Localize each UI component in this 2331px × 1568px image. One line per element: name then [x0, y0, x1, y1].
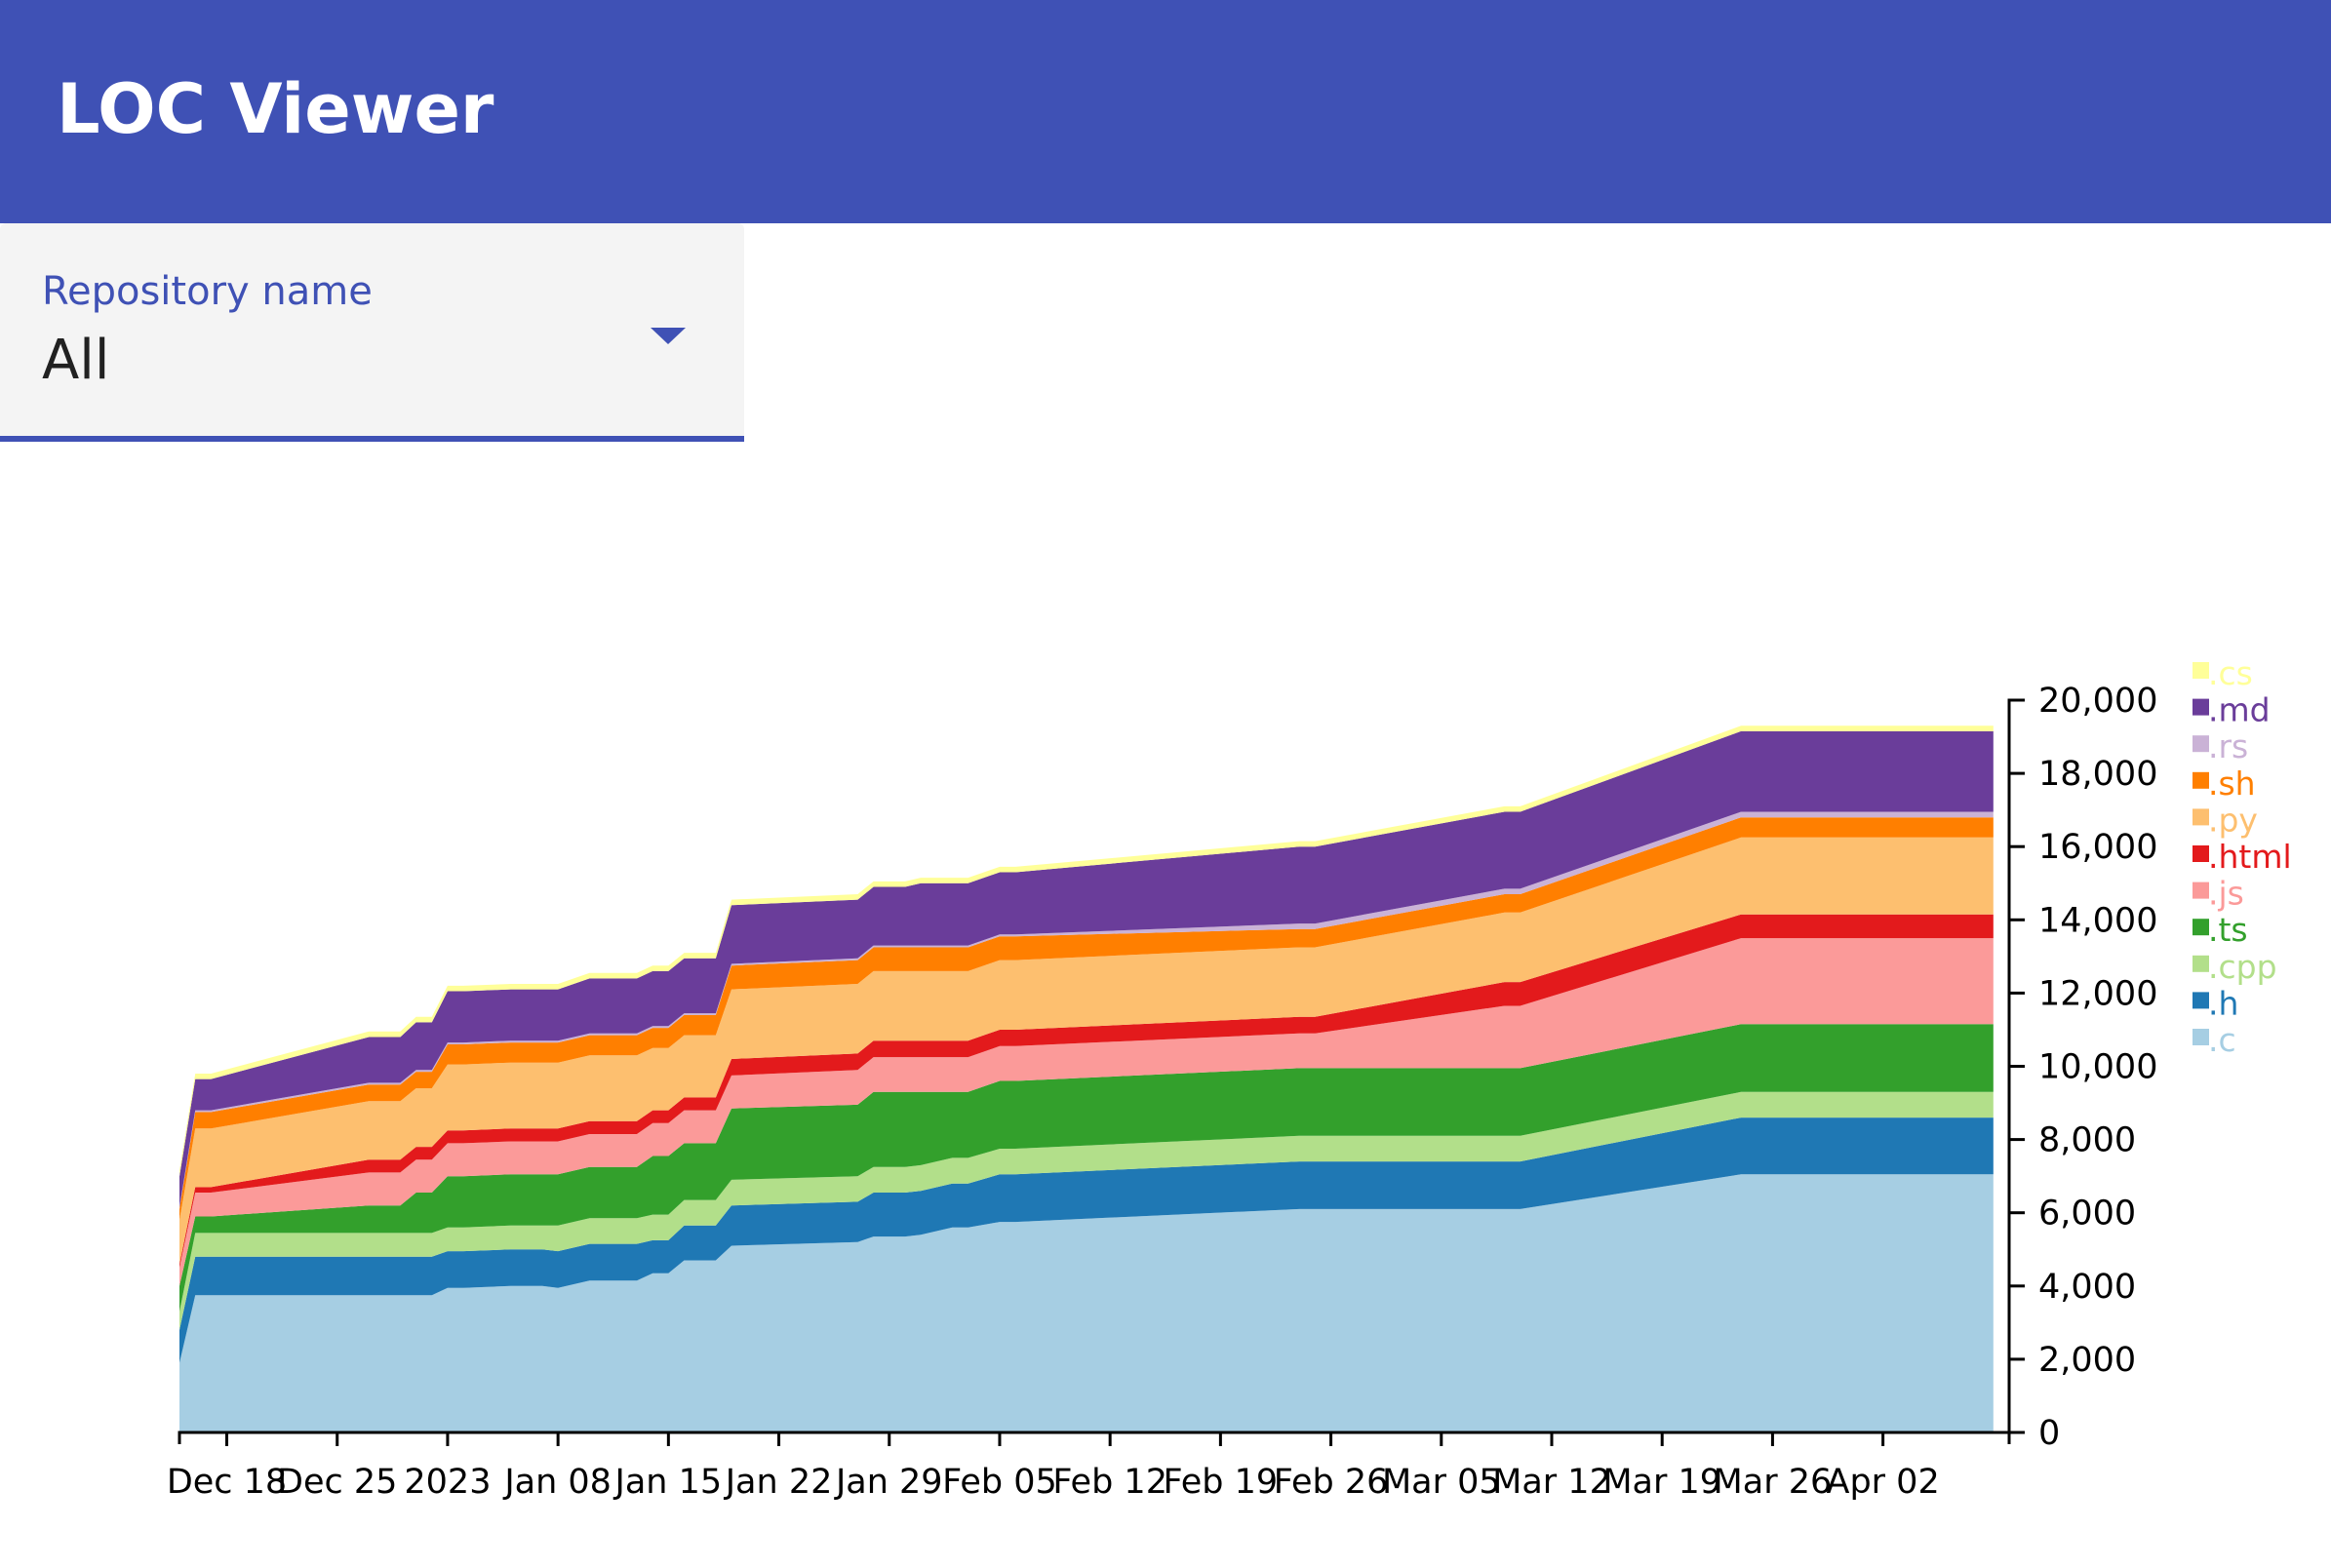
y-tick-label: 14,000 — [2038, 901, 2157, 940]
legend-label: .html — [2208, 838, 2292, 876]
x-tick-label: Jan 29 — [834, 1463, 943, 1502]
app-title: LOC Viewer — [57, 69, 494, 149]
y-axis: 0 2,000 4,000 6,000 8,000 10,000 12,000 14,000 1… — [2007, 682, 2157, 1453]
legend-swatch — [2193, 955, 2209, 972]
app-bar: LOC Viewer — [0, 0, 2331, 223]
x-tick-label: 2023 — [404, 1463, 491, 1502]
x-tick-label: Jan 15 — [613, 1463, 723, 1502]
legend-item-c: .c — [2193, 1021, 2236, 1059]
y-tick-label: 6,000 — [2038, 1195, 2136, 1234]
x-tick-label: Mar 12 — [1492, 1463, 1611, 1502]
area-cpp — [179, 1091, 1994, 1330]
x-tick-label: Mar 05 — [1382, 1463, 1501, 1502]
legend-swatch — [2193, 919, 2209, 936]
legend-item-md: .md — [2193, 691, 2271, 729]
legend-item-sh: .sh — [2193, 764, 2256, 803]
area-py — [179, 837, 1994, 1265]
legend-swatch — [2193, 662, 2209, 679]
legend-item-ts: .ts — [2193, 911, 2248, 949]
y-tick-label: 18,000 — [2038, 755, 2157, 794]
legend-item-cs: .cs — [2193, 654, 2253, 692]
area-js — [179, 938, 1994, 1286]
legend-swatch — [2193, 698, 2209, 716]
dropdown-arrow-icon[interactable] — [651, 328, 686, 344]
area-ts — [179, 1024, 1994, 1313]
legend-item-js: .js — [2193, 875, 2244, 913]
x-tick-label: Jan 22 — [724, 1463, 833, 1502]
legend-swatch — [2193, 771, 2209, 789]
y-tick-label: 10,000 — [2038, 1048, 2157, 1087]
area-h — [179, 1117, 1994, 1363]
x-tick-label: Mar 19 — [1602, 1463, 1721, 1502]
repository-select-label: Repository name — [42, 269, 373, 314]
area-md — [179, 730, 1994, 1208]
legend-swatch — [2193, 845, 2209, 862]
repository-select-value[interactable]: All — [42, 329, 110, 392]
legend-item-cpp: .cpp — [2193, 948, 2277, 986]
legend-label: .js — [2208, 875, 2244, 913]
legend-swatch — [2193, 735, 2209, 753]
legend-label: .h — [2208, 984, 2238, 1022]
legend-label: .cs — [2208, 654, 2253, 692]
x-tick-label: Feb 26 — [1274, 1463, 1389, 1502]
legend-label: .rs — [2208, 727, 2248, 765]
legend-label: .py — [2208, 801, 2258, 839]
y-tick-label: 0 — [2038, 1414, 2060, 1453]
legend-item-h: .h — [2193, 984, 2238, 1022]
y-tick-label: 16,000 — [2038, 828, 2157, 867]
legend-label: .ts — [2208, 911, 2248, 949]
x-tick-label: Feb 19 — [1164, 1463, 1279, 1502]
repository-select[interactable]: Repository name All — [0, 223, 744, 442]
legend-swatch — [2193, 808, 2209, 826]
area-c — [179, 1174, 1994, 1432]
x-tick-label: Feb 12 — [1052, 1463, 1167, 1502]
legend-item-py: .py — [2193, 801, 2258, 839]
y-tick-label: 8,000 — [2038, 1121, 2136, 1160]
legend-label: .md — [2208, 691, 2271, 729]
select-underline — [0, 436, 744, 442]
x-tick-label: Apr 02 — [1827, 1463, 1940, 1502]
chart-areas — [179, 725, 1994, 1432]
legend-swatch — [2193, 992, 2209, 1009]
x-tick-label: Dec 18 — [167, 1463, 287, 1502]
legend-item-rs: .rs — [2193, 727, 2248, 765]
y-tick-label: 4,000 — [2038, 1268, 2136, 1307]
legend-swatch — [2193, 1029, 2209, 1045]
x-tick-label: Mar 26 — [1714, 1463, 1833, 1502]
legend-label: .c — [2208, 1021, 2236, 1059]
y-tick-label: 20,000 — [2038, 682, 2157, 721]
chart-legend: .cs.md.rs.sh.py.html.js.ts.cpp.h.c — [2193, 654, 2292, 1059]
legend-swatch — [2193, 882, 2209, 899]
x-axis-line — [178, 1431, 2011, 1444]
y-tick-label: 2,000 — [2038, 1341, 2136, 1380]
x-tick-label: Feb 05 — [942, 1463, 1057, 1502]
x-tick-label: Jan 08 — [502, 1463, 612, 1502]
x-tick-label: Dec 25 — [277, 1463, 397, 1502]
y-tick-label: 12,000 — [2038, 974, 2157, 1013]
legend-item-html: .html — [2193, 838, 2292, 876]
legend-label: .sh — [2208, 764, 2256, 803]
legend-label: .cpp — [2208, 948, 2277, 986]
